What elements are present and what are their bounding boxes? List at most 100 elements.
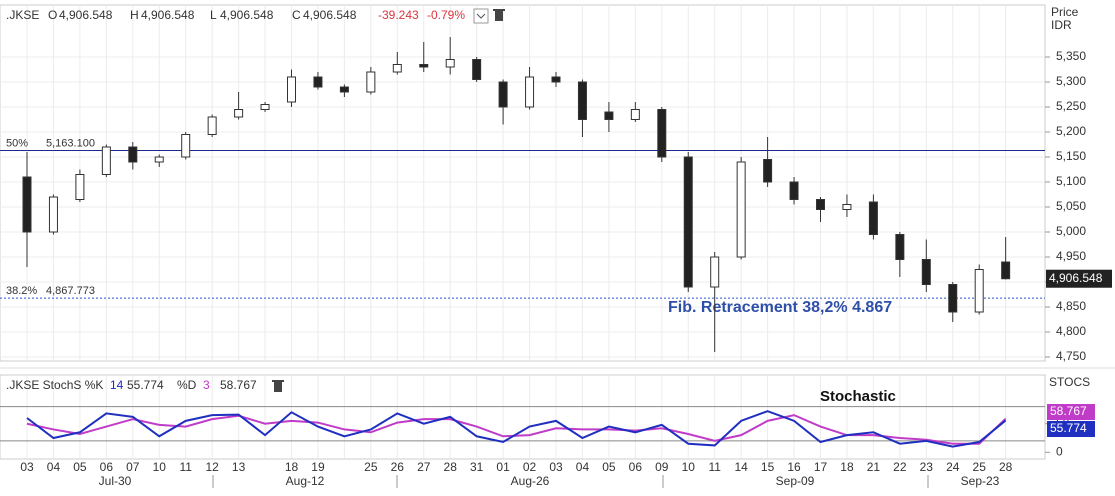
candle-body bbox=[445, 59, 455, 68]
x-tick-label: 03 bbox=[20, 460, 34, 474]
x-tick-label: 27 bbox=[417, 460, 431, 474]
candle-body bbox=[948, 284, 958, 313]
fib-value: 4,867.773 bbox=[46, 285, 95, 297]
stoch-tag bbox=[1047, 404, 1095, 420]
legend-name: .JKSE StochS %K bbox=[6, 378, 103, 392]
x-tick-label: 18 bbox=[840, 460, 854, 474]
x-tick-label: 10 bbox=[682, 460, 696, 474]
x-tick-label: 02 bbox=[523, 460, 537, 474]
change: -39.243 bbox=[378, 8, 419, 22]
x-tick-label: 04 bbox=[47, 460, 61, 474]
stoch-tag bbox=[1047, 421, 1095, 437]
dropdown-button[interactable] bbox=[473, 8, 489, 24]
y-tick-label: 4,800 bbox=[1056, 324, 1086, 338]
x-tick-label: 05 bbox=[602, 460, 616, 474]
annotation: Fib. Retracement 38,2% 4.867 bbox=[668, 299, 892, 316]
x-tick-label: 16 bbox=[787, 460, 801, 474]
candle-body bbox=[498, 81, 508, 108]
candle-body bbox=[577, 81, 587, 120]
x-tick-label: 17 bbox=[814, 460, 828, 474]
candle-body bbox=[419, 64, 429, 68]
last-price-label: 4,906.548 bbox=[1049, 271, 1103, 285]
month-label: Sep-09 bbox=[776, 474, 815, 488]
candle-body bbox=[154, 156, 164, 163]
y-tick-label: 5,100 bbox=[1056, 174, 1086, 188]
legend-k-period: 14 bbox=[110, 378, 124, 392]
candle-body bbox=[101, 146, 111, 175]
candle-body bbox=[366, 71, 376, 93]
month-label: Sep-23 bbox=[961, 474, 1000, 488]
low-label: L bbox=[210, 8, 217, 22]
delete-button[interactable] bbox=[272, 380, 284, 392]
candle-body bbox=[763, 159, 773, 183]
open-value: 4,906.548 bbox=[59, 8, 113, 22]
candle-body bbox=[207, 116, 217, 135]
x-tick-label: 06 bbox=[100, 460, 114, 474]
header: .JKSE O 4,906.548 H 4,906.548 L 4,906.54… bbox=[6, 8, 505, 24]
last-price-tag bbox=[1046, 269, 1112, 288]
candle-body bbox=[472, 59, 482, 80]
symbol: .JKSE bbox=[6, 8, 39, 22]
candle-body bbox=[604, 111, 614, 120]
candle-body bbox=[551, 76, 561, 83]
candle-body bbox=[921, 259, 931, 285]
y-tick-label: 5,250 bbox=[1056, 99, 1086, 113]
y-tick-label: 4,950 bbox=[1056, 249, 1086, 263]
candle-body bbox=[736, 161, 746, 258]
x-tick-label: 15 bbox=[761, 460, 775, 474]
candle-body bbox=[234, 109, 244, 118]
candle-body bbox=[313, 76, 323, 88]
axis-title: Price bbox=[1051, 5, 1079, 19]
y-tick-label: 4,850 bbox=[1056, 299, 1086, 313]
x-tick-label: 07 bbox=[126, 460, 140, 474]
candle-body bbox=[181, 134, 191, 158]
x-tick-label: 11 bbox=[179, 460, 192, 474]
axis-title: IDR bbox=[1051, 18, 1072, 32]
candle-body bbox=[710, 256, 720, 288]
x-tick-label: 24 bbox=[946, 460, 960, 474]
y-tick-label: 4,750 bbox=[1056, 349, 1086, 363]
x-tick-label: 19 bbox=[311, 460, 325, 474]
axis-title: STOCS bbox=[1049, 375, 1090, 389]
y-tick-label: 5,350 bbox=[1056, 49, 1086, 63]
y-tick-label: 5,300 bbox=[1056, 74, 1086, 88]
candle-body bbox=[287, 76, 296, 103]
annotation: Stochastic bbox=[820, 388, 896, 405]
x-tick-label: 22 bbox=[893, 460, 907, 474]
x-tick-label: 09 bbox=[655, 460, 669, 474]
x-tick-label: 21 bbox=[867, 460, 881, 474]
change-pct: -0.79% bbox=[427, 8, 465, 22]
open-label: O bbox=[48, 8, 57, 22]
month-label: Jul-30 bbox=[99, 474, 132, 488]
layer bbox=[0, 5, 1045, 458]
candle-body bbox=[22, 176, 32, 233]
x-tick-label: 03 bbox=[549, 460, 563, 474]
x-tick-label: 31 bbox=[470, 460, 484, 474]
price-panel bbox=[0, 4, 1046, 362]
candle-body bbox=[260, 104, 270, 110]
legend-d-period: 3 bbox=[203, 378, 210, 392]
candle-body bbox=[48, 196, 58, 233]
dropdown-icon bbox=[476, 13, 486, 19]
y-tick-label: 5,150 bbox=[1056, 149, 1086, 163]
stoch-legend: .JKSE StochS %K 14 55.774 %D 3 58.767 bbox=[6, 378, 284, 392]
y-tick-label: 5,200 bbox=[1056, 124, 1086, 138]
x-tick-label: 18 bbox=[285, 460, 299, 474]
x-tick-label: 25 bbox=[973, 460, 987, 474]
low-value: 4,906.548 bbox=[220, 8, 274, 22]
delete-button[interactable] bbox=[493, 9, 505, 21]
candle-body bbox=[1001, 261, 1011, 280]
x-tick-label: 05 bbox=[73, 460, 87, 474]
x-tick-label: 11 bbox=[708, 460, 721, 474]
x-tick-label: 12 bbox=[205, 460, 219, 474]
close-value: 4,906.548 bbox=[303, 8, 357, 22]
x-tick-label: 06 bbox=[629, 460, 643, 474]
x-tick-label: 25 bbox=[364, 460, 378, 474]
month-label: Aug-12 bbox=[286, 474, 325, 488]
x-tick-label: 28 bbox=[444, 460, 458, 474]
stoch-tag-label: 58.767 bbox=[1050, 404, 1087, 418]
candle-body bbox=[128, 146, 138, 163]
month-label: Aug-26 bbox=[511, 474, 550, 488]
x-tick-label: 01 bbox=[496, 460, 510, 474]
